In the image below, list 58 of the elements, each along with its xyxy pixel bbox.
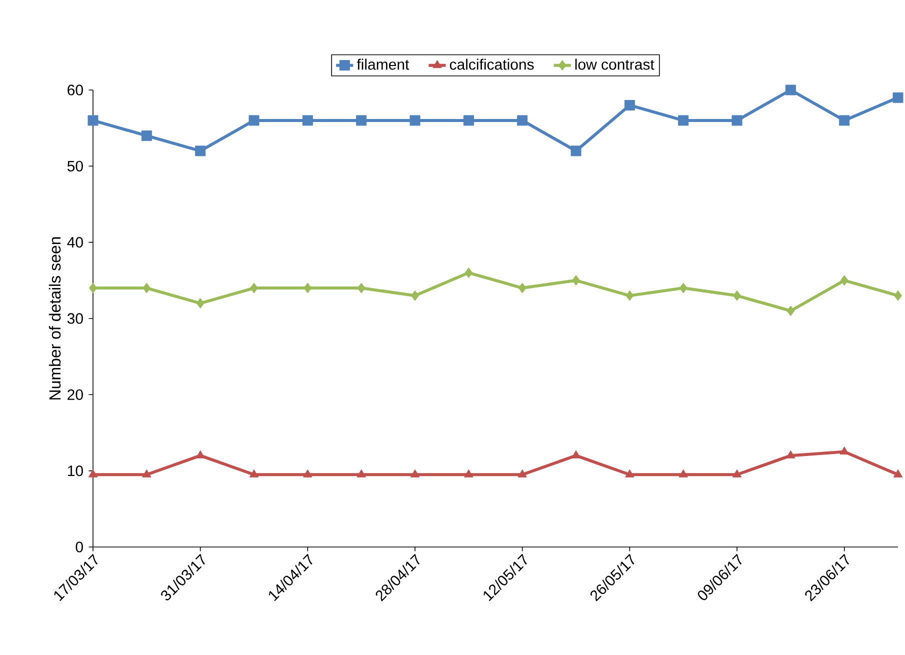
y-tick-label: 30: [67, 313, 83, 324]
legend-label: calcifications: [450, 58, 534, 70]
point: [518, 282, 526, 294]
point: [142, 282, 151, 294]
point: [464, 268, 473, 278]
point: [411, 290, 419, 301]
point: [625, 469, 634, 478]
point: [410, 115, 420, 126]
y-tick-label: 0: [76, 542, 83, 552]
point: [302, 115, 313, 126]
point: [356, 469, 366, 478]
point: [196, 298, 204, 309]
point: [303, 469, 312, 478]
point: [678, 115, 689, 126]
point: [410, 469, 420, 478]
point: [679, 282, 688, 294]
point: [88, 115, 98, 126]
point: [250, 282, 258, 294]
point: [570, 146, 582, 156]
y-tick-label: 50: [67, 160, 83, 172]
point: [785, 84, 796, 96]
point: [894, 290, 902, 301]
point: [572, 275, 580, 286]
point: [249, 469, 259, 478]
point: [463, 115, 474, 126]
point: [786, 306, 795, 316]
point: [733, 290, 741, 301]
point: [892, 92, 904, 103]
legend-label: filament: [356, 58, 410, 70]
point: [357, 282, 366, 294]
y-tick-label: 40: [67, 237, 83, 248]
point: [732, 115, 742, 126]
point: [196, 450, 205, 458]
point: [626, 290, 634, 301]
point: [89, 282, 98, 294]
point: [518, 469, 527, 478]
point: [786, 450, 796, 458]
point: [517, 115, 528, 126]
point: [732, 469, 742, 478]
point: [248, 115, 260, 126]
y-tick-label: 20: [68, 389, 83, 400]
point: [678, 469, 688, 478]
point: [839, 115, 850, 126]
y-tick-label: 60: [68, 84, 83, 96]
point: [356, 115, 367, 126]
y-axis-title: Number of details seen: [48, 237, 61, 400]
y-tick-label: 10: [68, 466, 83, 476]
point: [88, 469, 98, 478]
point: [571, 450, 581, 458]
point: [195, 146, 206, 156]
point: [624, 100, 635, 110]
point: [304, 282, 312, 294]
legend-label: low contrast: [575, 58, 654, 70]
point: [893, 469, 903, 478]
point: [142, 469, 152, 478]
point: [840, 275, 848, 286]
point: [141, 130, 152, 141]
point: [464, 469, 474, 478]
